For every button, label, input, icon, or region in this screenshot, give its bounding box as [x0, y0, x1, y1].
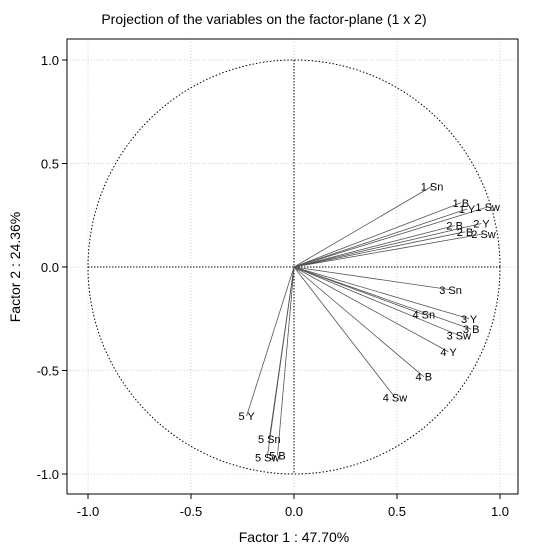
x-tick-label: 0.0 — [285, 504, 303, 519]
variable-vector — [293, 231, 466, 268]
variable-label: 1 Sn — [421, 181, 444, 193]
variable-vector — [293, 266, 396, 398]
variable-label: 2 Y — [473, 219, 490, 231]
variable-label: 5 Y — [238, 411, 255, 423]
variable-label: 2 Sw — [471, 229, 496, 241]
variable-vector — [277, 266, 295, 456]
variable-vector — [293, 266, 449, 353]
variable-label: 4 Sw — [383, 392, 408, 404]
variable-vector — [293, 266, 451, 291]
variable-vector — [293, 202, 462, 268]
variable-vector — [293, 185, 433, 268]
variable-label: 4 B — [416, 372, 433, 384]
variable-vectors — [246, 185, 488, 458]
x-tick-label: -1.0 — [77, 504, 99, 519]
x-axis-label: Factor 1 : 47.70% — [239, 529, 350, 545]
y-tick-label: 0.5 — [41, 157, 59, 172]
variable-label: 1 Y — [459, 204, 476, 216]
variable-vector — [293, 208, 468, 268]
variable-vector — [293, 223, 482, 268]
variable-label: 3 B — [463, 324, 480, 336]
variable-label: 5 Sn — [258, 434, 281, 446]
variable-label: 3 Y — [461, 314, 478, 326]
y-tick-label: -1.0 — [37, 467, 59, 482]
variable-vector — [293, 266, 459, 336]
variable-label: 2 B — [446, 221, 463, 233]
y-tick-label: 0.0 — [41, 260, 59, 275]
x-axis-ticks: -1.0 -0.5 0.0 0.5 1.0 — [77, 494, 509, 519]
variable-vector — [293, 266, 470, 320]
variable-vector — [293, 233, 484, 268]
x-tick-label: -0.5 — [180, 504, 202, 519]
variable-vector — [293, 225, 455, 268]
variable-label: 1 B — [453, 198, 470, 210]
chart-title: Projection of the variables on the facto… — [101, 11, 426, 27]
variable-label: 2 B — [457, 227, 474, 239]
y-tick-label: 1.0 — [41, 53, 59, 68]
variable-vector — [293, 266, 425, 378]
variable-vector — [293, 266, 472, 330]
x-tick-label: 0.5 — [388, 504, 406, 519]
variable-label: 4 Y — [440, 347, 457, 359]
variable-vector — [266, 266, 295, 458]
variable-vector — [246, 266, 295, 417]
variable-label: 4 Sn — [412, 310, 435, 322]
variable-vector — [293, 206, 488, 268]
y-axis-ticks: 1.0 0.5 0.0 -0.5 -1.0 — [37, 53, 67, 482]
variable-label: 1 Sw — [475, 202, 500, 214]
variable-label: 5 Sw — [255, 452, 280, 464]
variable-label: 5 B — [269, 450, 286, 462]
x-tick-label: 1.0 — [491, 504, 509, 519]
variable-label: 3 Sn — [439, 285, 462, 297]
y-tick-label: -0.5 — [37, 364, 59, 379]
y-axis-label: Factor 2 : 24.36% — [7, 212, 23, 323]
variable-label: 3 Sw — [447, 330, 472, 342]
